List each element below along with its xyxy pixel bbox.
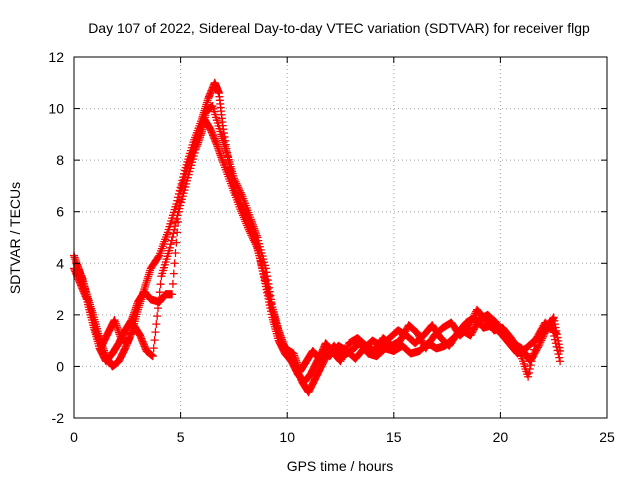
data-point [166, 240, 175, 249]
data-point [154, 296, 163, 305]
data-point [235, 186, 244, 195]
y-tick-label: 2 [56, 307, 64, 323]
data-point [466, 318, 475, 327]
data-point [524, 368, 533, 377]
chart-title: Day 107 of 2022, Sidereal Day-to-day VTE… [88, 20, 590, 36]
grid-lines [74, 57, 607, 418]
data-point [470, 311, 479, 320]
data-point [514, 345, 523, 354]
data-point [168, 232, 177, 241]
data-point [149, 344, 158, 353]
x-axis-label: GPS time / hours [287, 458, 394, 474]
data-point [339, 351, 348, 360]
x-tick-label: 0 [70, 429, 78, 445]
data-point [341, 346, 350, 355]
data-point [556, 346, 565, 355]
data-point [466, 320, 475, 329]
data-point [464, 323, 473, 332]
axis-ticks: 0 5 10 15 20 25 -2 0 2 4 6 8 10 12 [48, 49, 615, 445]
x-tick-label: 5 [177, 429, 185, 445]
data-point [531, 337, 540, 346]
y-tick-label: 4 [56, 255, 64, 271]
data-point [550, 327, 559, 336]
data-point [336, 357, 345, 366]
data-point [528, 353, 537, 362]
data-point [526, 361, 535, 370]
data-point [172, 214, 181, 223]
y-tick-label: 0 [56, 358, 64, 374]
data-points [70, 78, 565, 397]
x-tick-label: 20 [493, 429, 509, 445]
data-point [230, 175, 239, 184]
y-tick-label: 12 [48, 49, 64, 65]
data-point [167, 236, 176, 245]
data-point [250, 238, 259, 247]
data-point [168, 279, 177, 288]
data-point [153, 312, 162, 321]
data-point [339, 350, 348, 359]
data-point [530, 345, 539, 354]
data-point [154, 304, 163, 313]
data-point [169, 269, 178, 278]
data-point [172, 238, 181, 247]
data-point [232, 179, 241, 188]
data-point [168, 290, 177, 299]
x-tick-label: 25 [599, 429, 615, 445]
data-point [154, 252, 163, 261]
data-point [537, 336, 546, 345]
x-tick-label: 15 [386, 429, 402, 445]
data-point [171, 218, 180, 227]
y-axis-label: SDTVAR / TECUs [7, 182, 23, 294]
data-point [156, 280, 165, 289]
data-point [165, 243, 174, 252]
data-point [155, 288, 164, 297]
data-point [171, 248, 180, 257]
data-point [469, 312, 478, 321]
y-tick-label: 10 [48, 101, 64, 117]
y-tick-label: 8 [56, 152, 64, 168]
data-point [465, 321, 474, 330]
data-point [233, 181, 242, 190]
data-point [170, 259, 179, 268]
data-point [525, 365, 534, 374]
data-point [343, 342, 352, 351]
y-tick-label: 6 [56, 204, 64, 220]
data-point [530, 341, 539, 350]
plot-frame [73, 56, 608, 419]
data-point [235, 185, 244, 194]
data-point [229, 174, 238, 183]
data-point [527, 357, 536, 366]
y-tick-label: -2 [52, 410, 65, 426]
data-point [337, 355, 346, 364]
data-point [555, 353, 564, 362]
data-point [342, 344, 351, 353]
data-point [524, 372, 533, 381]
data-point [338, 353, 347, 362]
data-point [151, 328, 160, 337]
data-point [171, 222, 180, 231]
data-point [150, 336, 159, 345]
data-point [148, 352, 157, 361]
data-point [468, 314, 477, 323]
data-point [237, 190, 246, 199]
data-point [170, 225, 179, 234]
data-point [231, 177, 240, 186]
data-point [173, 211, 182, 220]
data-point [234, 183, 243, 192]
data-point [340, 348, 349, 357]
data-point [236, 188, 245, 197]
data-point [529, 349, 538, 358]
x-tick-label: 10 [279, 429, 295, 445]
data-point [556, 357, 565, 366]
data-point [169, 229, 178, 238]
data-point [551, 328, 560, 337]
data-point [152, 320, 161, 329]
data-point [467, 316, 476, 325]
